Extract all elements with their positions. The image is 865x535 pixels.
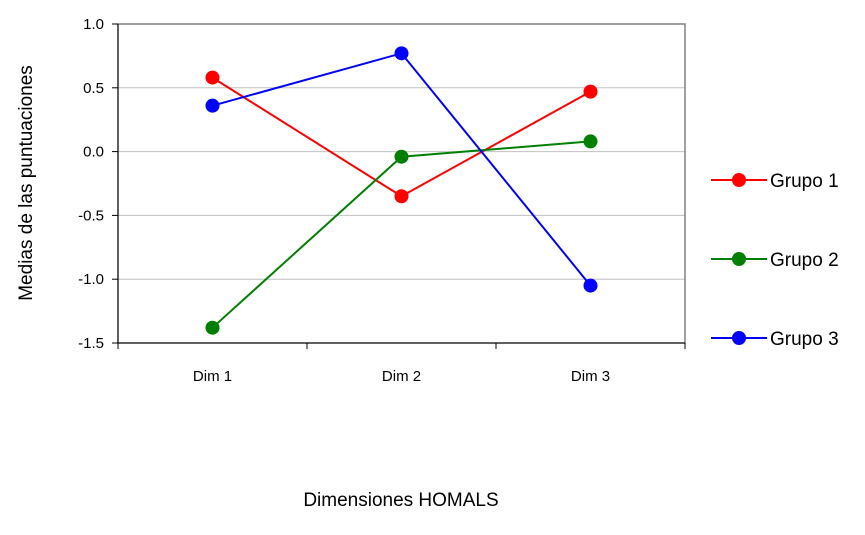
series-line xyxy=(211,140,591,329)
data-point xyxy=(205,320,220,335)
data-point xyxy=(583,278,598,293)
legend-item: Grupo 3 xyxy=(711,329,839,350)
series-layer xyxy=(205,46,598,335)
legend-item: Grupo 2 xyxy=(711,250,839,271)
x-tick-label: Dim 3 xyxy=(571,368,610,385)
data-point xyxy=(394,189,409,204)
y-tick-label: -0.5 xyxy=(78,207,104,224)
y-axis-ticks: 1.0 0.5 0.0 -0.5 -1.0 -1.5 xyxy=(78,16,118,352)
gridlines xyxy=(118,87,685,280)
plot-area-frame xyxy=(117,23,686,344)
y-tick-label: 1.0 xyxy=(83,16,104,33)
y-tick-label: -1.5 xyxy=(78,335,104,352)
data-point xyxy=(583,84,598,99)
legend-label: Grupo 2 xyxy=(770,250,839,271)
legend-marker xyxy=(732,173,746,187)
series-2 xyxy=(205,134,598,335)
data-point xyxy=(205,70,220,85)
y-tick-label: -1.0 xyxy=(78,271,104,288)
y-axis-title: Medias de las puntuaciones xyxy=(16,65,37,301)
x-axis-ticks: Dim 1 Dim 2 Dim 3 xyxy=(117,343,686,385)
y-tick-label: 0.5 xyxy=(83,80,104,97)
legend: Grupo 1 Grupo 2 Grupo 3 xyxy=(711,171,839,350)
series-1 xyxy=(205,70,598,204)
legend-label: Grupo 1 xyxy=(770,171,839,192)
x-axis-title: Dimensiones HOMALS xyxy=(303,490,498,511)
legend-label: Grupo 3 xyxy=(770,329,839,350)
x-tick-label: Dim 1 xyxy=(193,368,232,385)
x-tick-label: Dim 2 xyxy=(382,368,421,385)
data-point xyxy=(394,149,409,164)
series-line xyxy=(211,76,591,198)
data-point xyxy=(205,98,220,113)
legend-marker xyxy=(732,331,746,345)
y-tick-label: 0.0 xyxy=(83,144,104,161)
legend-marker xyxy=(732,252,746,266)
data-point xyxy=(394,46,409,61)
legend-item: Grupo 1 xyxy=(711,171,839,192)
data-point xyxy=(583,134,598,149)
series-3 xyxy=(205,46,598,293)
